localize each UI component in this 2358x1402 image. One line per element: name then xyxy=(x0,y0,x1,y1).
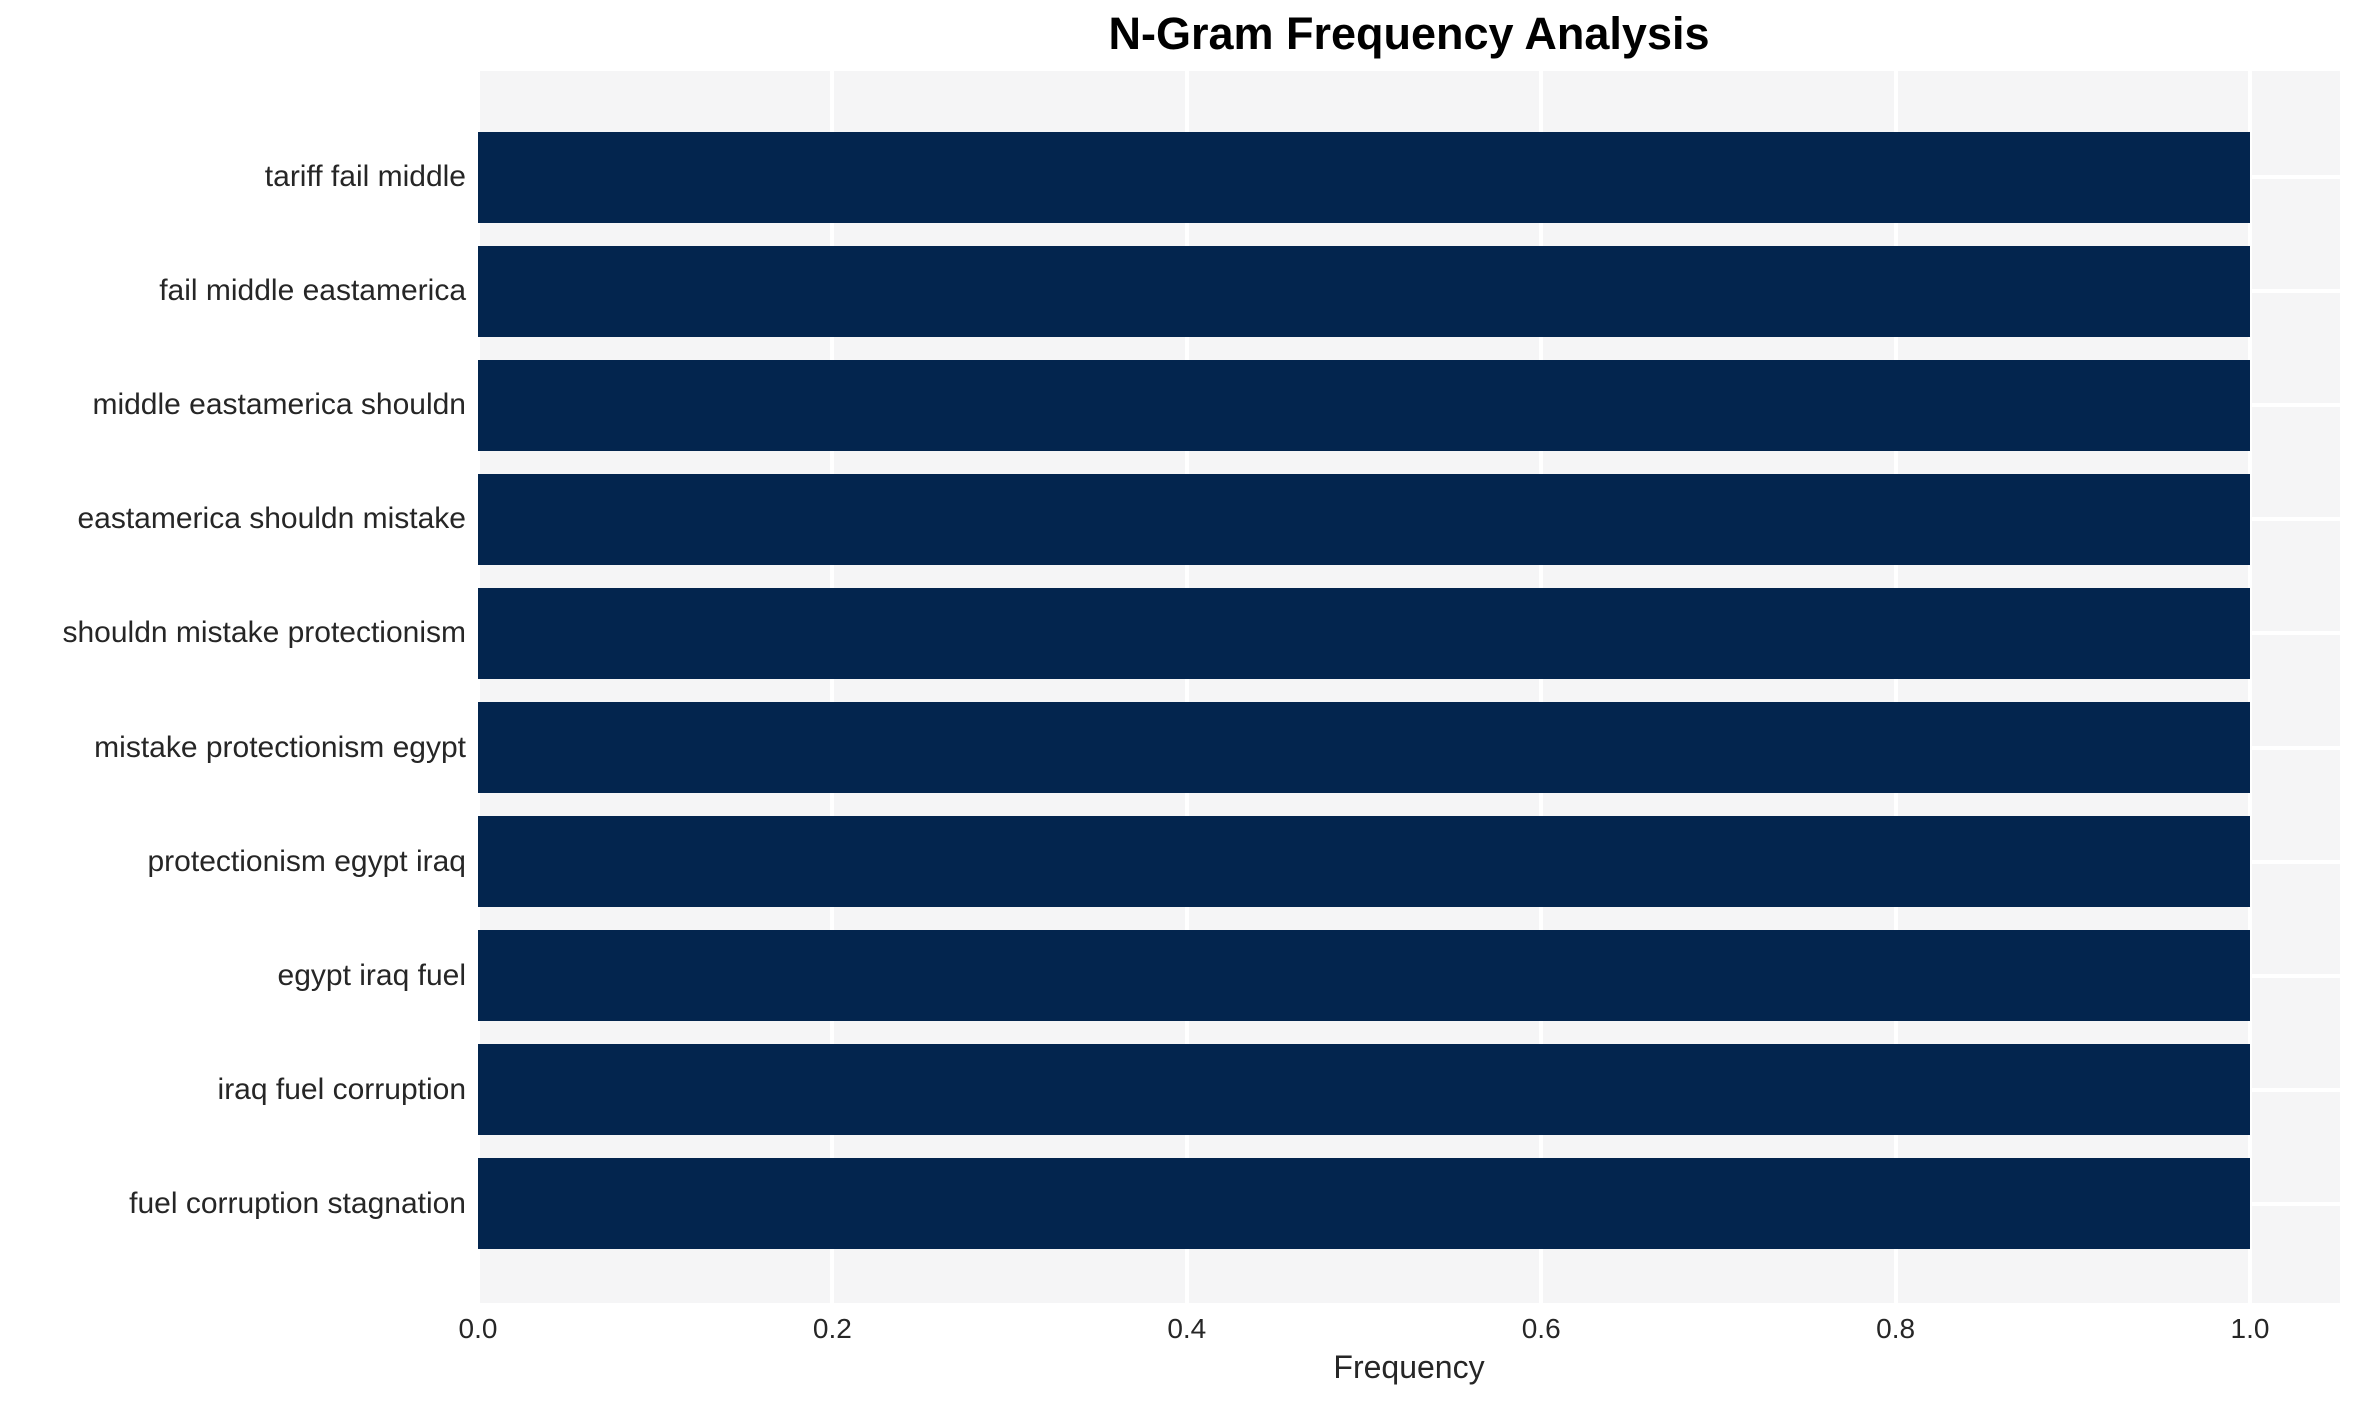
x-gridline xyxy=(1184,71,1189,1303)
x-gridline xyxy=(1539,71,1544,1303)
x-tick-label: 0.4 xyxy=(1167,1313,1207,1344)
chart-title: N-Gram Frequency Analysis xyxy=(1108,8,1710,59)
y-axis-label: protectionism egypt iraq xyxy=(147,844,467,878)
y-axis-label: fail middle eastamerica xyxy=(159,274,466,308)
x-gridline xyxy=(830,71,835,1303)
y-axis-label: eastamerica shouldn mistake xyxy=(77,502,466,536)
frequency-bar xyxy=(478,702,2250,793)
frequency-bar xyxy=(478,1158,2250,1250)
frequency-bar xyxy=(478,245,2250,337)
frequency-bar xyxy=(478,473,2250,565)
x-axis-label: Frequency xyxy=(1333,1349,1485,1385)
frequency-bar xyxy=(478,930,2250,1022)
x-tick-label: 0.2 xyxy=(812,1313,852,1344)
x-tick-label: 0.8 xyxy=(1876,1313,1916,1344)
y-axis-label: egypt iraq fuel xyxy=(277,958,466,992)
y-axis-label: fuel corruption stagnation xyxy=(129,1186,466,1220)
x-gridline xyxy=(478,71,480,1303)
y-axis-label: mistake protectionism egypt xyxy=(94,730,466,764)
x-tick-label: 1.0 xyxy=(2230,1313,2270,1344)
x-gridline xyxy=(2248,71,2252,1303)
x-gridline xyxy=(1893,71,1898,1303)
frequency-bar xyxy=(478,587,2250,679)
x-tick-label: 0.6 xyxy=(1521,1313,1561,1344)
x-tick-label: 0.0 xyxy=(458,1313,498,1344)
y-axis-label: middle eastamerica shouldn xyxy=(92,388,466,422)
y-axis: tariff fail middle fail middle eastameric… xyxy=(0,71,466,1303)
frequency-bar xyxy=(478,131,2250,223)
x-axis: 0.0 0.2 0.4 0.6 0.8 1.0 xyxy=(459,1311,2340,1347)
frequency-bar xyxy=(478,1044,2250,1136)
frequency-bar xyxy=(478,359,2250,451)
frequency-bar xyxy=(478,816,2250,908)
y-axis-label: shouldn mistake protectionism xyxy=(62,616,466,650)
y-axis-label: tariff fail middle xyxy=(264,160,466,193)
y-axis-label: iraq fuel corruption xyxy=(217,1072,466,1106)
plot-area xyxy=(478,71,2340,1303)
